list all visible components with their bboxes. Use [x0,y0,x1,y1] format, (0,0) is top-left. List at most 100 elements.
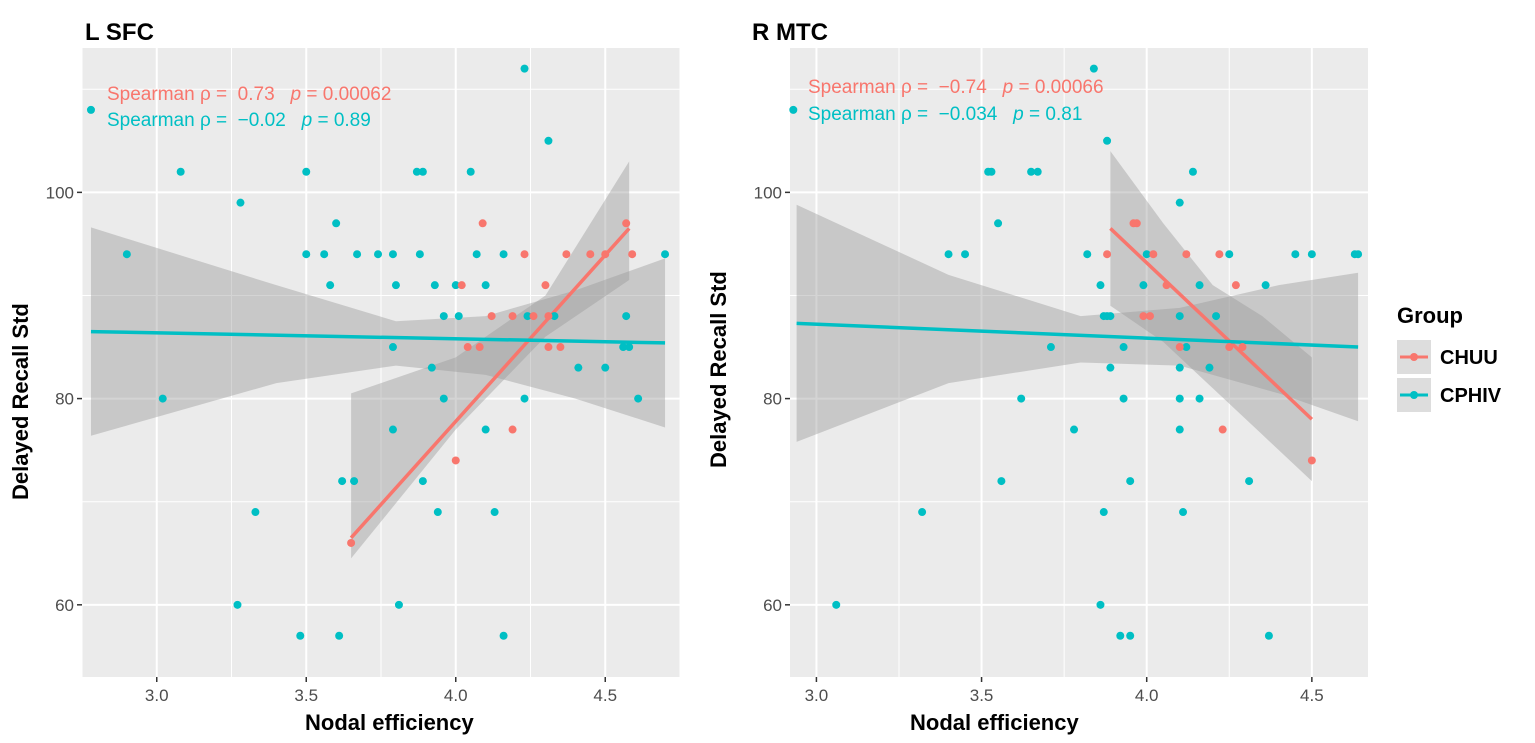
data-point-cphiv [418,477,427,486]
annotation-p-value: = 0.00066 [1013,77,1103,98]
data-point-chuu [1307,456,1316,465]
data-point-cphiv [454,312,463,321]
data-point-chuu [1103,250,1112,259]
data-point-cphiv [1179,508,1188,517]
legend-item-chuu: CHUU [1397,340,1498,374]
data-point-chuu [1225,343,1234,352]
data-point-chuu [1146,312,1155,321]
legend-key-point [1410,353,1418,361]
data-point-cphiv [176,167,185,176]
data-point-cphiv [1261,281,1270,290]
data-point-cphiv [520,64,529,73]
data-point-cphiv [1119,394,1128,403]
data-point-cphiv [1027,167,1036,176]
data-point-chuu [520,250,529,259]
regression-line-chuu [349,227,631,539]
annotation-p-value: = 0.00062 [301,84,391,105]
annotation-p-label: p [1012,104,1024,125]
annotation-rho: −0.74 [933,77,1002,98]
data-point-cphiv [335,631,344,640]
annotation-rho: −0.034 [933,104,1013,125]
data-point-cphiv [625,343,634,352]
y-tick-label: 80 [55,390,74,409]
data-point-cphiv [520,394,529,403]
data-point-cphiv [320,250,329,259]
data-point-cphiv [1175,394,1184,403]
y-tick-label: 100 [754,183,782,202]
data-point-cphiv [1139,281,1148,290]
data-point-cphiv [1017,394,1026,403]
regression-line-cphiv [90,329,666,345]
y-tick-label: 60 [55,596,74,615]
data-point-cphiv [789,105,798,114]
data-point-cphiv [1096,281,1105,290]
data-point-chuu [1215,250,1224,259]
legend: Group CHUU CPHIV [1397,303,1502,412]
data-point-cphiv [481,281,490,290]
data-point-cphiv [1205,363,1214,372]
data-point-cphiv [1195,281,1204,290]
data-point-cphiv [1195,394,1204,403]
data-point-chuu [451,456,460,465]
data-point-cphiv [1089,64,1098,73]
data-point-cphiv [233,600,242,609]
data-point-cphiv [122,250,131,259]
data-point-cphiv [1212,312,1221,321]
regression-lines [796,227,1359,421]
annotation-label: Spearman ρ = [107,110,232,131]
data-point-cphiv [490,508,499,517]
data-point-cphiv [1175,198,1184,207]
data-point-cphiv [1175,363,1184,372]
confidence-ribbons [796,151,1359,482]
data-point-cphiv [439,394,448,403]
data-point-cphiv [1083,250,1092,259]
data-points [789,64,1363,640]
data-point-cphiv [1175,312,1184,321]
data-point-cphiv [374,250,383,259]
data-point-cphiv [472,250,481,259]
data-point-cphiv [634,394,643,403]
x-tick-label: 4.5 [593,686,617,705]
data-point-cphiv [1070,425,1079,434]
data-point-chuu [1149,250,1158,259]
data-point-cphiv [499,631,508,640]
data-point-chuu [1175,343,1184,352]
data-point-chuu [475,343,484,352]
y-tick-label: 60 [763,596,782,615]
annotation-label: Spearman ρ = [107,84,232,105]
x-tick-label: 3.0 [805,686,829,705]
data-point-chuu [478,219,487,228]
data-point-cphiv [86,105,95,114]
data-point-chuu [556,343,565,352]
x-tick-label: 3.0 [145,686,169,705]
data-point-cphiv [661,250,670,259]
data-point-cphiv [412,167,421,176]
data-point-cphiv [1106,312,1115,321]
data-point-chuu [586,250,595,259]
y-axis-ticks: 60 80 100 [754,183,790,615]
data-point-chuu [544,312,553,321]
confidence-ribbon-chuu [1110,151,1312,482]
y-tick-label: 100 [46,183,74,202]
data-point-cphiv [1116,631,1125,640]
annotation-p-value: = 0.89 [312,110,371,131]
legend-key-point [1410,391,1418,399]
panel-l-sfc: L SFC 3.0 3.5 4.0 4.5 60 80 100 Spearman ρ = … [8,19,681,735]
data-point-cphiv [451,281,460,290]
y-axis-title: Delayed Recall Std [8,303,33,500]
data-point-cphiv [1119,343,1128,352]
data-point-cphiv [1096,600,1105,609]
data-point-cphiv [601,363,610,372]
data-point-cphiv [388,343,397,352]
data-point-chuu [508,312,517,321]
data-point-chuu [508,425,517,434]
data-point-cphiv [388,250,397,259]
data-point-cphiv [1188,167,1197,176]
x-axis-ticks: 3.0 3.5 4.0 4.5 [805,677,1324,705]
data-point-cphiv [1033,167,1042,176]
data-point-cphiv [302,250,311,259]
data-point-chuu [628,250,637,259]
data-point-cphiv [296,631,305,640]
